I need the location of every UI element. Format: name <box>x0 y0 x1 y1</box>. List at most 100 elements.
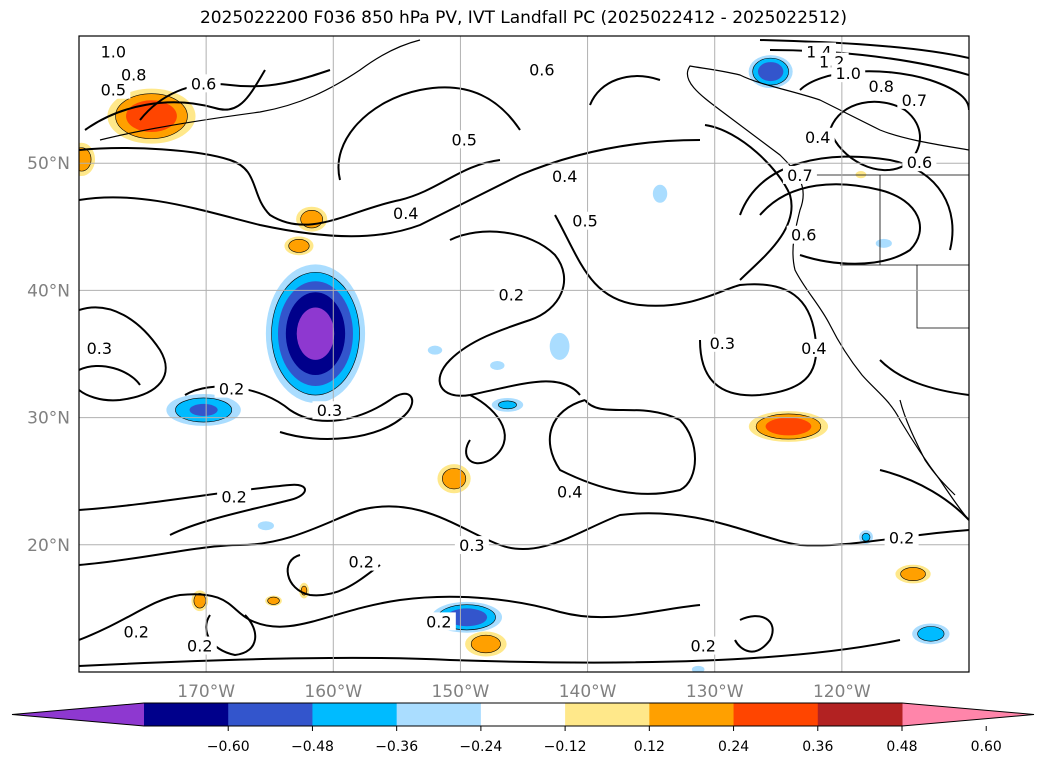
negative-pv-anomaly <box>490 360 505 370</box>
negative-pv-anomaly <box>427 345 443 355</box>
contour-line <box>734 615 774 653</box>
colorbar-segment <box>144 703 229 726</box>
contour-line <box>79 593 701 641</box>
contour-label: 0.2 <box>349 553 374 572</box>
anomaly-level-fill <box>427 345 443 355</box>
contour-label-bg <box>186 74 221 93</box>
contour-label: 0.2 <box>123 623 148 642</box>
contour-line <box>589 75 661 106</box>
contour-label: 0.4 <box>801 339 826 358</box>
contour-label: 0.2 <box>889 528 914 547</box>
anomaly-level-fill <box>652 184 668 203</box>
anomaly-level-fill <box>917 626 945 642</box>
contour-label-bg <box>421 612 456 631</box>
colorbar-tick-label: −0.48 <box>291 739 334 755</box>
contour-line <box>704 124 793 281</box>
colorbar-tick-label: −0.12 <box>544 739 587 755</box>
contour-label-bg <box>96 42 131 61</box>
colorbar-outline <box>11 702 1035 727</box>
colorbar-segment <box>649 703 735 726</box>
positive-pv-anomaly <box>296 206 328 232</box>
map-title: 2025022200 F036 850 hPa PV, IVT Landfall… <box>199 8 847 28</box>
lat-tick-label: 50°N <box>27 154 70 174</box>
colorbar-tick-label: −0.60 <box>207 739 250 755</box>
contour-label-bg <box>447 130 482 149</box>
contour-label-bg <box>96 80 131 99</box>
contour-line <box>79 147 501 226</box>
colorbar-segment <box>480 703 566 726</box>
contour-label-bg <box>864 76 899 95</box>
anomaly-level-fill <box>765 417 812 436</box>
contour-label: 0.4 <box>557 483 582 502</box>
contour-line <box>879 359 969 396</box>
anomaly-level-fill <box>691 665 705 672</box>
colorbar-segment <box>312 703 398 726</box>
positive-pv-anomaly <box>79 142 96 176</box>
contour-label-bg <box>217 487 252 506</box>
contour-label: 0.3 <box>87 339 112 358</box>
colorbar-extend-low <box>12 703 144 726</box>
contour-label-bg <box>82 338 117 357</box>
contour-line <box>79 365 141 386</box>
contour-label: 0.7 <box>902 91 927 110</box>
contour-label-bg <box>786 225 821 244</box>
contour-label: 0.5 <box>572 212 597 231</box>
contour-label: 0.2 <box>187 637 212 656</box>
contour-line <box>465 394 506 465</box>
contour-label: 0.4 <box>393 204 418 223</box>
contour-label: 0.2 <box>426 612 451 631</box>
contour-line <box>84 69 266 131</box>
contour-line <box>184 385 414 440</box>
negative-pv-anomaly <box>691 665 705 672</box>
anomaly-level-fill <box>446 608 488 627</box>
contour-line <box>79 483 306 536</box>
negative-pv-anomaly <box>875 238 892 248</box>
positive-pv-anomaly <box>437 464 471 494</box>
contour-label-bg <box>119 622 154 641</box>
contour-line <box>759 183 921 265</box>
colorbar-tick-label: 0.24 <box>718 739 749 755</box>
contour-label: 0.5 <box>452 130 477 149</box>
contour-label-bg <box>897 90 932 109</box>
colorbar-tick-label: 0.48 <box>886 739 917 755</box>
contour-label-bg <box>494 285 529 304</box>
contour-line <box>286 554 381 597</box>
lon-tick-label: 170°W <box>177 682 235 702</box>
anomaly-level-fill <box>442 468 467 490</box>
contour-label: 0.7 <box>787 166 812 185</box>
aleutians-coast <box>99 39 421 141</box>
contour-label: 0.4 <box>552 167 577 186</box>
map-frame <box>78 35 970 673</box>
contour-label: 0.8 <box>869 77 894 96</box>
colorbar-segment <box>565 703 650 726</box>
contour-label: 0.2 <box>219 380 244 399</box>
colorbar-tick-label: 0.12 <box>634 739 665 755</box>
lon-tick-label: 160°W <box>304 682 362 702</box>
contour-label: 0.3 <box>317 401 342 420</box>
negative-pv-anomaly <box>491 397 524 412</box>
anomaly-level-fill <box>470 634 501 654</box>
contour-line <box>759 39 969 59</box>
positive-pv-anomaly <box>465 631 507 657</box>
anomaly-level-fill <box>549 332 570 360</box>
contour-label: 0.8 <box>121 65 146 84</box>
negative-pv-anomaly <box>912 623 950 645</box>
colorbar: −0.60 −0.48 −0.36 −0.24 −0.12 0.12 0.24 0.36 0.4… <box>11 702 1035 755</box>
lon-tick-label: 130°W <box>686 682 744 702</box>
contour-label-bg <box>182 636 217 655</box>
anomaly-level-fill <box>267 596 280 605</box>
positive-pv-anomaly <box>284 236 314 256</box>
colorbar-tick-label: −0.36 <box>375 739 418 755</box>
coastlines <box>99 39 969 521</box>
contour-line <box>79 505 969 566</box>
contour-line <box>438 230 581 397</box>
contour-label-bg <box>831 64 866 83</box>
contour-line <box>337 86 521 181</box>
contour-line <box>554 214 818 397</box>
positive-pv-anomaly <box>265 595 282 606</box>
lat-tick-label: 40°N <box>27 281 70 301</box>
negative-pv-anomaly <box>549 332 570 360</box>
contour-label: 0.2 <box>691 637 716 656</box>
anomaly-level-fill <box>189 403 218 417</box>
negative-pv-anomaly <box>652 184 668 203</box>
